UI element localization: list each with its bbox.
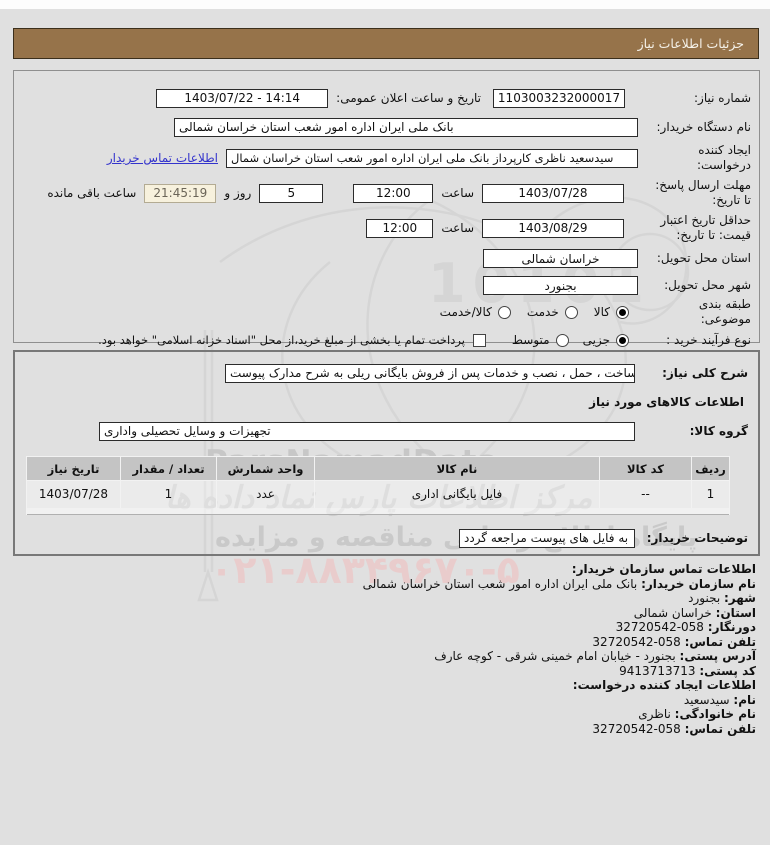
cell-goods-code: -- xyxy=(599,480,692,508)
reply-deadline-row: مهلت ارسال پاسخ: تا تاریخ: 1403/07/28 سا… xyxy=(22,175,751,211)
buyer-notes-field[interactable]: به فایل های پیوست مراجعه گردد xyxy=(459,528,635,548)
col-goods-name: نام کالا xyxy=(314,456,600,481)
goods-table-header-row: ردیف کد کالا نام کالا واحد شمارش تعداد /… xyxy=(26,456,730,481)
buyer-notes-row: توضیحات خریدار: به فایل های پیوست مراجعه… xyxy=(25,525,748,551)
need-info-panel: شماره نیاز: 1103003232000017 تاریخ و ساع… xyxy=(13,70,760,347)
contact-info-block: اطلاعات تماس سازمان خریدار: نام سازمان خ… xyxy=(13,562,760,736)
creator-last-name: نام خانوادگی: ناظری xyxy=(638,707,756,721)
radio-goods[interactable] xyxy=(616,305,629,319)
goods-group-label: گروه کالا: xyxy=(689,423,748,438)
buyer-org-label: نام دستگاه خریدار: xyxy=(656,119,752,134)
deadline-date-field[interactable]: 1403/07/28 xyxy=(482,183,624,203)
goods-group-field[interactable]: تجهیزات و وسایل تحصیلی واداری xyxy=(99,421,635,441)
page-top-strip xyxy=(0,0,770,9)
page-title-text: جزئیات اطلاعات نیاز xyxy=(637,36,744,51)
radio-goods-label: کالا xyxy=(593,305,610,319)
need-description-label: شرح کلی نیاز: xyxy=(662,365,748,380)
subject-classification-label: طبقه بندی موضوعی: xyxy=(698,297,751,326)
creator-section-header: اطلاعات ایجاد کننده درخواست: xyxy=(572,678,756,692)
contact-province: استان: خراسان شمالی xyxy=(633,605,756,620)
page-title: جزئیات اطلاعات نیاز xyxy=(13,28,759,59)
delivery-city-label: شهر محل تحویل: xyxy=(664,278,751,292)
need-number-row: شماره نیاز: 1103003232000017 تاریخ و ساع… xyxy=(22,83,751,113)
cell-unit: عدد xyxy=(216,480,315,508)
col-unit: واحد شمارش xyxy=(216,456,315,481)
contact-address: آدرس پستی: بجنورد - خیابان امام خمینی شر… xyxy=(434,649,756,663)
price-validity-label: حداقل تاریخ اعتبار قیمت: تا تاریخ: xyxy=(660,213,751,242)
validity-date-field[interactable]: 1403/08/29 xyxy=(482,218,624,238)
deadline-time-field[interactable]: 12:00 xyxy=(353,183,434,203)
request-creator-field[interactable]: سیدسعید ناظری کارپرداز بانک ملی ایران اد… xyxy=(226,148,638,168)
col-quantity: تعداد / مقدار xyxy=(120,456,217,481)
goods-table-row: 1 -- فایل بایگانی اداری عدد 1 1403/07/28 xyxy=(26,480,730,508)
buyer-notes-label: توضیحات خریدار: xyxy=(646,530,748,545)
remaining-hours-label: ساعت باقی مانده xyxy=(47,186,137,200)
radio-medium[interactable] xyxy=(555,333,569,347)
contact-section-header: اطلاعات تماس سازمان خریدار: xyxy=(571,562,756,576)
col-goods-code: کد کالا xyxy=(599,456,692,481)
delivery-city-row: شهر محل تحویل: بجنورد xyxy=(22,272,751,299)
radio-goods-service[interactable] xyxy=(497,305,511,319)
cell-row-number: 1 xyxy=(691,480,730,508)
col-need-date: تاریخ نیاز xyxy=(26,456,121,481)
goods-info-panel: شرح کلی نیاز: ساخت ، حمل ، نصب و خدمات پ… xyxy=(13,350,760,556)
delivery-province-row: استان محل تحویل: خراسان شمالی xyxy=(22,245,751,272)
radio-minor-label: جزیی xyxy=(582,333,610,347)
need-number-label: شماره نیاز: xyxy=(694,90,751,105)
contact-fax: دورنگار: 32720542-058 xyxy=(615,620,756,634)
treasury-checkbox[interactable] xyxy=(472,333,486,347)
validity-hour-label: ساعت xyxy=(441,221,474,235)
cell-goods-name: فایل بایگانی اداری xyxy=(314,480,600,508)
contact-phone: تلفن تماس: 32720542-058 xyxy=(592,634,756,649)
purchase-process-row: نوع فرآیند خرید : جزیی متوسط پرداخت تمام… xyxy=(22,325,751,355)
request-creator-row: ایجاد کننده درخواست: سیدسعید ناظری کارپر… xyxy=(22,141,751,175)
days-field[interactable]: 5 xyxy=(259,183,324,203)
cell-need-date: 1403/07/28 xyxy=(26,480,121,508)
subject-classification-row: طبقه بندی موضوعی: کالا خدمت کالا/خدمت xyxy=(22,297,751,326)
cell-quantity: 1 xyxy=(120,480,217,508)
delivery-province-label: استان محل تحویل: xyxy=(656,251,751,265)
reply-deadline-label: مهلت ارسال پاسخ: تا تاریخ: xyxy=(655,178,751,207)
radio-service[interactable] xyxy=(564,305,578,319)
announce-datetime-field[interactable]: 1403/07/22 - 14:14 xyxy=(156,88,329,108)
validity-time-field[interactable]: 12:00 xyxy=(366,218,434,238)
buyer-contact-link[interactable]: اطلاعات تماس خریدار xyxy=(106,151,218,165)
creator-first-name: نام: سیدسعید xyxy=(683,692,756,707)
creator-phone: تلفن تماس: 32720542-058 xyxy=(592,721,756,736)
need-description-row: شرح کلی نیاز: ساخت ، حمل ، نصب و خدمات پ… xyxy=(25,360,748,386)
days-label: روز و xyxy=(224,186,252,200)
goods-table: ردیف کد کالا نام کالا واحد شمارش تعداد /… xyxy=(26,456,730,515)
radio-goods-service-label: کالا/خدمت xyxy=(439,305,492,319)
need-description-field[interactable]: ساخت ، حمل ، نصب و خدمات پس از فروش بایگ… xyxy=(225,363,635,383)
radio-service-label: خدمت xyxy=(526,305,559,319)
goods-section-title: اطلاعات کالاهای مورد نیاز xyxy=(589,395,744,409)
delivery-city-field[interactable]: بجنورد xyxy=(483,276,638,295)
contact-org-name: نام سازمان خریدار: بانک ملی ایران اداره … xyxy=(362,576,756,591)
goods-table-filler-row xyxy=(26,507,730,515)
goods-group-row: گروه کالا: تجهیزات و وسایل تحصیلی واداری xyxy=(25,418,748,444)
need-number-field[interactable]: 1103003232000017 xyxy=(493,88,625,108)
radio-medium-label: متوسط xyxy=(511,333,550,347)
announce-datetime-label: تاریخ و ساعت اعلان عمومی: xyxy=(336,91,481,105)
request-creator-label: ایجاد کننده درخواست: xyxy=(697,143,751,172)
deadline-hour-label: ساعت xyxy=(441,186,474,200)
buyer-org-field[interactable]: بانک ملی ایران اداره امور شعب استان خراس… xyxy=(174,117,638,137)
delivery-province-field[interactable]: خراسان شمالی xyxy=(483,249,638,268)
radio-minor[interactable] xyxy=(616,333,629,347)
purchase-process-label: نوع فرآیند خرید : xyxy=(666,332,751,347)
treasury-checkbox-label: پرداخت تمام یا بخشی از مبلغ خرید،از محل … xyxy=(98,333,465,347)
col-row-number: ردیف xyxy=(691,456,730,481)
countdown-timer: 21:45:19 xyxy=(144,183,217,203)
buyer-org-row: نام دستگاه خریدار: بانک ملی ایران اداره … xyxy=(22,113,751,141)
price-validity-row: حداقل تاریخ اعتبار قیمت: تا تاریخ: 1403/… xyxy=(22,211,751,245)
contact-postal-code: کد پستی: 9413713713 xyxy=(619,663,756,678)
contact-city: شهر: بجنورد xyxy=(688,591,756,605)
